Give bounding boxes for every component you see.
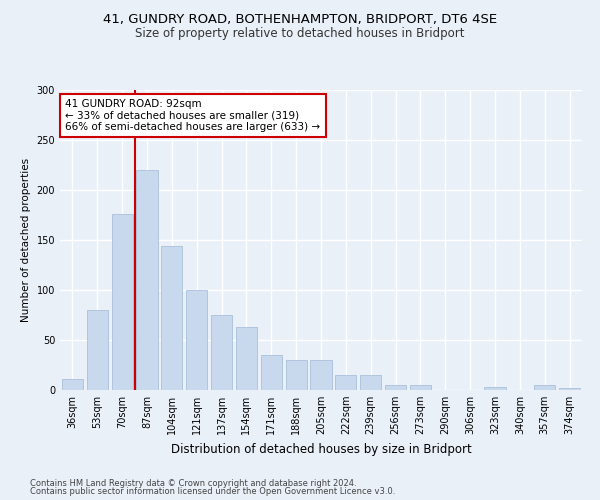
- Y-axis label: Number of detached properties: Number of detached properties: [21, 158, 31, 322]
- Bar: [186, 290, 207, 390]
- Bar: [261, 355, 282, 390]
- X-axis label: Distribution of detached houses by size in Bridport: Distribution of detached houses by size …: [170, 442, 472, 456]
- Bar: [559, 388, 580, 390]
- Bar: [161, 246, 182, 390]
- Text: 41, GUNDRY ROAD, BOTHENHAMPTON, BRIDPORT, DT6 4SE: 41, GUNDRY ROAD, BOTHENHAMPTON, BRIDPORT…: [103, 12, 497, 26]
- Text: Contains public sector information licensed under the Open Government Licence v3: Contains public sector information licen…: [30, 487, 395, 496]
- Bar: [87, 310, 108, 390]
- Bar: [360, 375, 381, 390]
- Bar: [62, 379, 83, 390]
- Bar: [236, 327, 257, 390]
- Text: Size of property relative to detached houses in Bridport: Size of property relative to detached ho…: [135, 28, 465, 40]
- Bar: [112, 214, 133, 390]
- Bar: [286, 360, 307, 390]
- Bar: [136, 170, 158, 390]
- Text: 41 GUNDRY ROAD: 92sqm
← 33% of detached houses are smaller (319)
66% of semi-det: 41 GUNDRY ROAD: 92sqm ← 33% of detached …: [65, 99, 320, 132]
- Bar: [484, 387, 506, 390]
- Bar: [410, 385, 431, 390]
- Text: Contains HM Land Registry data © Crown copyright and database right 2024.: Contains HM Land Registry data © Crown c…: [30, 478, 356, 488]
- Bar: [211, 315, 232, 390]
- Bar: [534, 385, 555, 390]
- Bar: [385, 385, 406, 390]
- Bar: [310, 360, 332, 390]
- Bar: [335, 375, 356, 390]
